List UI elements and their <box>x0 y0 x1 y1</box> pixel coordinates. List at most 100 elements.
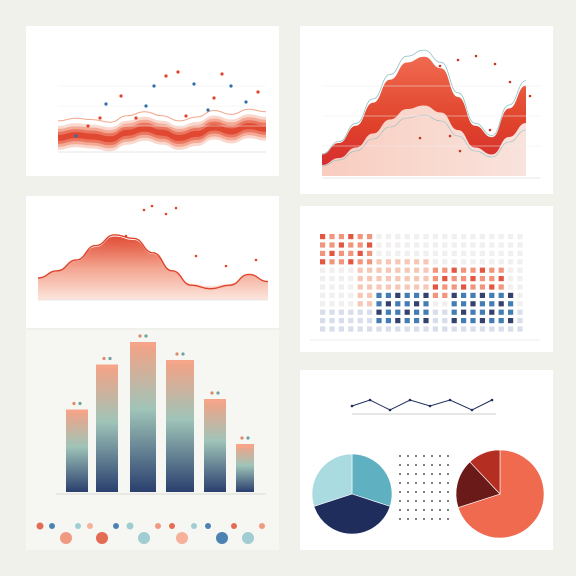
scatter-point <box>174 206 178 210</box>
legend-bubble <box>155 523 161 529</box>
heatmap-cell <box>329 309 335 315</box>
heatmap-cell <box>367 276 373 282</box>
heatmap-cell <box>320 259 326 265</box>
heatmap-cell <box>395 242 401 248</box>
pie-slice <box>469 449 501 495</box>
pie-slice <box>311 453 353 507</box>
heatmap-cell <box>414 276 420 282</box>
heatmap-cell <box>461 242 467 248</box>
scatter-point <box>164 212 168 216</box>
heatmap-cell <box>338 267 344 273</box>
heatmap-cell <box>367 326 373 332</box>
heatmap-cell <box>385 309 391 315</box>
bar-dot <box>210 391 214 395</box>
heatmap-cell <box>508 267 514 273</box>
matrix-dot <box>407 518 409 520</box>
matrix-dot <box>407 491 409 493</box>
zigzag-point <box>388 408 392 412</box>
matrix-dot <box>399 482 401 484</box>
heatmap-cell <box>451 276 457 282</box>
heatmap-cell <box>385 284 391 290</box>
heatmap-cell <box>432 284 438 290</box>
scatter-point <box>124 234 128 238</box>
heatmap-cell <box>489 250 495 256</box>
bar-cap <box>96 364 118 369</box>
dot-heatmap <box>310 234 540 341</box>
matrix-dot <box>447 518 449 520</box>
matrix-dot <box>415 455 417 457</box>
heatmap-cell <box>508 326 514 332</box>
heatmap-cell <box>329 326 335 332</box>
heatmap-cell <box>329 242 335 248</box>
matrix-dot <box>431 455 433 457</box>
heatmap-cell <box>357 309 363 315</box>
legend-bubble <box>36 522 44 530</box>
heatmap-cell <box>367 309 373 315</box>
matrix-dot <box>423 518 425 520</box>
heatmap-cell <box>451 326 457 332</box>
legend-bubble <box>138 532 150 544</box>
heatmap-cell <box>517 259 523 265</box>
scatter-point <box>488 128 492 132</box>
heatmap-cell <box>461 309 467 315</box>
bar <box>166 360 194 492</box>
heatmap-cell <box>517 284 523 290</box>
matrix-dot <box>415 500 417 502</box>
heatmap-cell <box>367 234 373 240</box>
heatmap-cell <box>479 318 485 324</box>
heatmap-cell <box>357 284 363 290</box>
heatmap-cell <box>376 259 382 265</box>
heatmap-cell <box>498 242 504 248</box>
heatmap-cell <box>498 301 504 307</box>
heatmap-cell <box>442 267 448 273</box>
legend-bubble <box>126 522 134 530</box>
scatter-point <box>98 116 102 120</box>
heatmap-cell <box>517 309 523 315</box>
legend-bubble <box>216 532 228 544</box>
heatmap-cell <box>320 326 326 332</box>
heatmap-cell <box>451 234 457 240</box>
heatmap-cell <box>498 234 504 240</box>
heatmap-cell <box>329 250 335 256</box>
matrix-dot <box>399 491 401 493</box>
matrix-dot <box>407 464 409 466</box>
legend-bubble <box>259 523 265 529</box>
matrix-dot <box>415 518 417 520</box>
heatmap-cell <box>423 309 429 315</box>
heatmap-cell <box>489 276 495 282</box>
matrix-dot <box>407 473 409 475</box>
heatmap-cell <box>461 250 467 256</box>
heatmap-cell <box>442 292 448 298</box>
heatmap-cell <box>357 318 363 324</box>
matrix-dot <box>431 482 433 484</box>
chart-panel-bars-bottom-left <box>26 330 279 550</box>
scatter-point <box>458 149 462 153</box>
heatmap-cell <box>338 276 344 282</box>
heatmap-cell <box>479 292 485 298</box>
heatmap-cell <box>461 318 467 324</box>
heatmap-cell <box>357 234 363 240</box>
matrix-dot <box>423 500 425 502</box>
matrix-dot <box>439 509 441 511</box>
heatmap-cell <box>498 318 504 324</box>
bar-dot <box>175 352 179 356</box>
heatmap-cell <box>423 242 429 248</box>
heatmap-cell <box>470 318 476 324</box>
heatmap-cell <box>376 318 382 324</box>
matrix-dot <box>415 491 417 493</box>
heatmap-cell <box>404 292 410 298</box>
heatmap-cell <box>517 301 523 307</box>
heatmap-cell <box>508 250 514 256</box>
scatter-point <box>206 108 210 112</box>
matrix-dot <box>423 473 425 475</box>
heatmap-cell <box>508 318 514 324</box>
heatmap-cell <box>395 276 401 282</box>
heatmap-cell <box>423 259 429 265</box>
heatmap-cell <box>442 326 448 332</box>
heatmap-cell <box>470 292 476 298</box>
heatmap-cell <box>395 326 401 332</box>
heatmap-cell <box>517 234 523 240</box>
zigzag-line <box>351 399 493 411</box>
heatmap-cell <box>498 259 504 265</box>
heatmap-cell <box>376 242 382 248</box>
